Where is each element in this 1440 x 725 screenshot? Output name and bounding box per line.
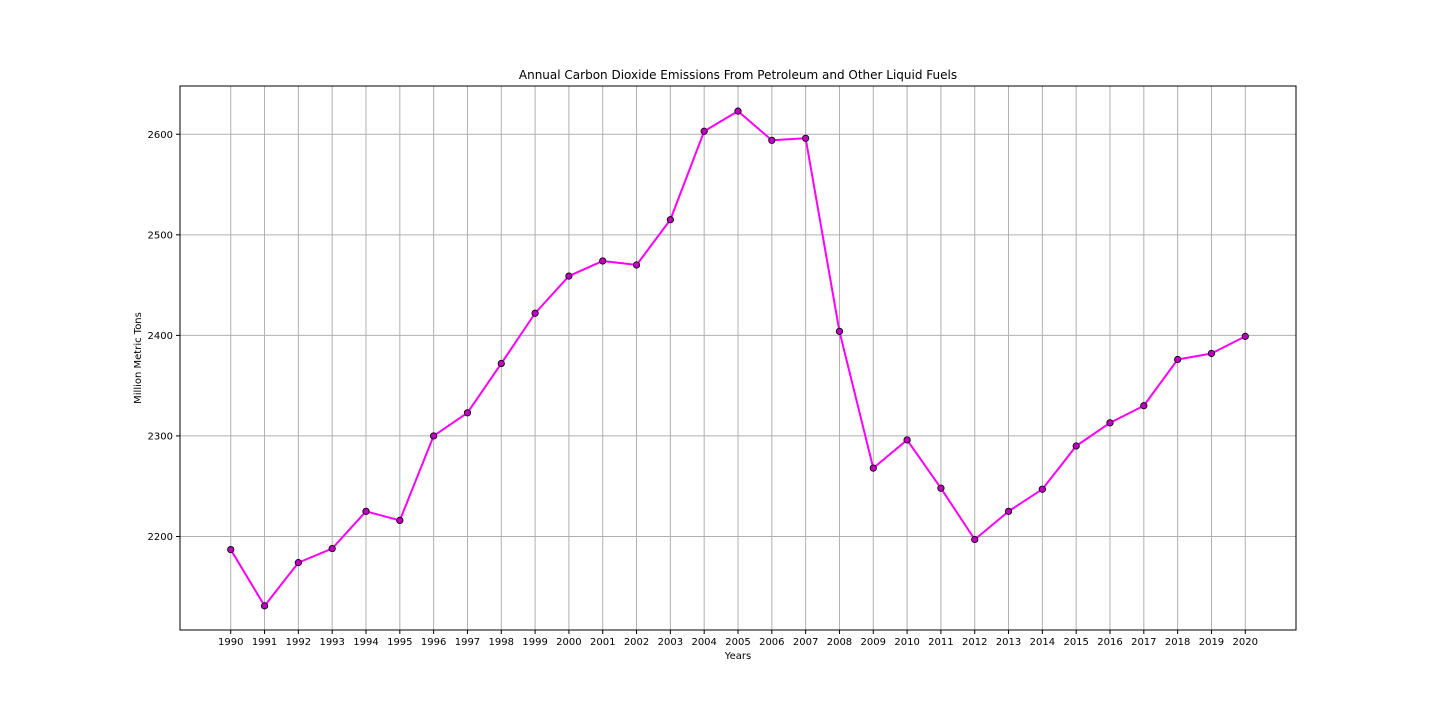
data-point: [430, 432, 438, 440]
x-tick-label: 1997: [455, 637, 480, 648]
data-point: [294, 559, 302, 567]
y-axis-ticks: 2200 2300 2400 2500 2600: [148, 130, 180, 543]
data-point: [396, 516, 404, 524]
data-point: [666, 216, 674, 224]
x-tick-label: 2002: [624, 637, 649, 648]
x-tick-label: 2011: [928, 637, 953, 648]
y-tick-label: 2600: [148, 130, 173, 141]
data-point: [1072, 442, 1080, 450]
x-tick-label: 2016: [1097, 637, 1122, 648]
data-point: [463, 409, 472, 417]
x-tick-label: 2013: [996, 637, 1021, 648]
x-tick-label: 1994: [353, 637, 378, 648]
x-tick-label: 1992: [286, 637, 311, 648]
x-tick-label: 2018: [1165, 637, 1190, 648]
data-point: [227, 545, 235, 554]
x-tick-label: 2005: [725, 637, 750, 648]
x-tick-label: 2009: [861, 637, 886, 648]
grid-lines: [180, 86, 1296, 630]
x-tick-label: 2010: [894, 637, 919, 648]
x-tick-label: 2000: [556, 637, 581, 648]
data-point: [1241, 332, 1249, 340]
data-series: [227, 107, 1249, 610]
y-axis-label: Million Metric Tons: [133, 312, 144, 404]
x-tick-label: 2006: [759, 637, 784, 648]
x-tick-label: 2015: [1063, 637, 1088, 648]
data-point: [802, 134, 810, 142]
chart-title: Annual Carbon Dioxide Emissions From Pet…: [519, 68, 957, 82]
x-tick-label: 2020: [1233, 637, 1258, 648]
x-tick-label: 2008: [827, 637, 852, 648]
data-point: [1140, 402, 1148, 410]
data-point: [497, 359, 505, 368]
data-point: [937, 484, 945, 492]
data-point: [903, 436, 911, 444]
data-point: [362, 507, 370, 515]
x-tick-label: 2007: [793, 637, 818, 648]
data-point: [971, 535, 979, 544]
y-tick-label: 2400: [148, 331, 173, 342]
x-tick-label: 2019: [1199, 637, 1224, 648]
x-axis-ticks: 1990 1991 1992 1993 1994 1995 1996 1997 1998 1999…: [218, 630, 1258, 648]
y-tick-label: 2300: [148, 431, 173, 442]
data-point: [599, 257, 607, 265]
data-point: [531, 309, 539, 317]
x-tick-label: 2003: [658, 637, 683, 648]
data-point: [768, 136, 776, 144]
x-tick-label: 2012: [962, 637, 987, 648]
x-tick-label: 1996: [421, 637, 446, 648]
x-tick-label: 2014: [1030, 637, 1055, 648]
x-tick-label: 1991: [252, 637, 277, 648]
data-point: [835, 327, 844, 335]
data-point: [1038, 485, 1046, 493]
y-tick-label: 2500: [148, 230, 173, 241]
data-point: [260, 602, 269, 610]
x-axis-label: Years: [724, 651, 751, 662]
data-point: [700, 127, 708, 135]
data-point: [734, 107, 742, 115]
x-tick-label: 2017: [1131, 637, 1156, 648]
x-tick-label: 1999: [522, 637, 547, 648]
y-tick-label: 2200: [148, 532, 173, 543]
x-tick-label: 2004: [691, 637, 716, 648]
data-point: [328, 544, 336, 553]
x-tick-label: 2001: [590, 637, 615, 648]
data-point: [1004, 507, 1013, 515]
data-point: [565, 272, 573, 280]
x-tick-label: 1993: [319, 637, 344, 648]
data-point: [869, 464, 877, 472]
x-tick-label: 1990: [218, 637, 243, 648]
data-point: [1207, 349, 1216, 358]
data-point: [1106, 419, 1114, 427]
data-point: [1174, 355, 1182, 364]
x-tick-label: 1995: [387, 637, 412, 648]
data-point: [632, 261, 641, 269]
x-tick-label: 1998: [489, 637, 514, 648]
